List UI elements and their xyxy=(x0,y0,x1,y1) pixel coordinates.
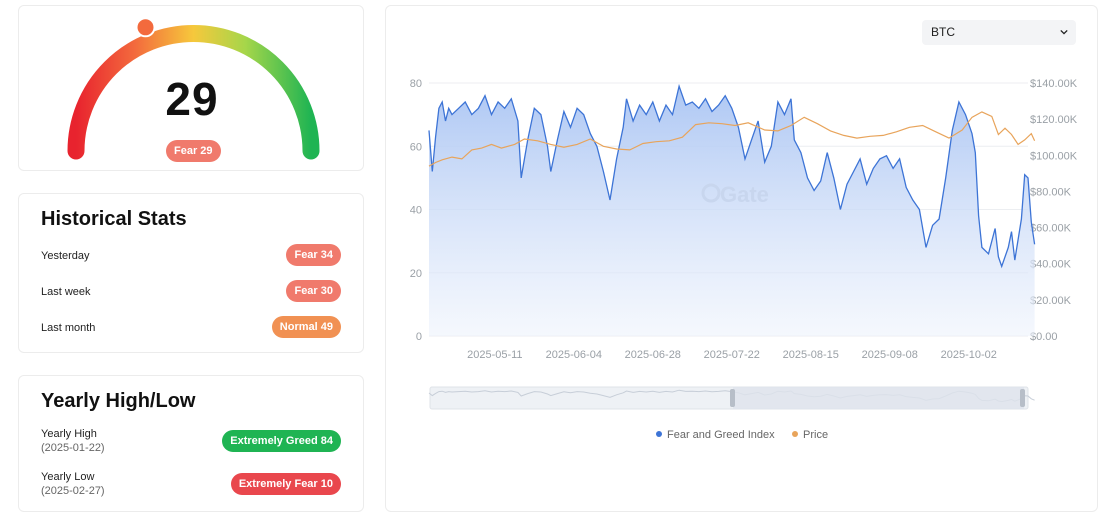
x-tick-label: 2025-10-02 xyxy=(941,349,997,361)
yearly-high-label: Yearly High xyxy=(41,428,97,440)
gauge-card: 29 Fear 29 xyxy=(18,5,364,171)
yearly-high-badge: Extremely Greed 84 xyxy=(222,430,341,452)
x-tick-label: 2025-06-04 xyxy=(546,349,602,361)
gauge-arc xyxy=(67,25,320,160)
slider-selected-range[interactable] xyxy=(733,387,1024,409)
stat-label-yesterday: Yesterday xyxy=(41,250,90,262)
gate-logo-icon xyxy=(701,183,721,203)
yearly-low-label: Yearly Low xyxy=(41,471,95,483)
chevron-down-icon xyxy=(1060,29,1068,35)
slider-handle-left[interactable] xyxy=(730,389,735,407)
stat-badge-last-month: Normal 49 xyxy=(271,316,341,338)
asset-select-value: BTC xyxy=(931,25,955,39)
asset-select[interactable]: BTC xyxy=(922,20,1076,45)
y-left-tick-label: 0 xyxy=(416,331,422,343)
yearly-high-low-card: Yearly High/Low Yearly High (2025-01-22)… xyxy=(18,375,364,512)
x-tick-label: 2025-05-11 xyxy=(467,349,522,361)
y-left-tick-label: 60 xyxy=(410,141,422,153)
stat-label-last-week: Last week xyxy=(41,286,91,298)
y-left-tick-label: 80 xyxy=(410,78,422,90)
x-tick-label: 2025-09-08 xyxy=(862,349,918,361)
legend-label-price: Price xyxy=(803,429,828,441)
chart-card: 0 20 40 60 80 $0.00 $20.00K $40.00K $60.00K $80.… xyxy=(385,5,1098,512)
slider-handle-right[interactable] xyxy=(1020,389,1025,407)
x-tick-label: 2025-06-28 xyxy=(625,349,681,361)
fear-greed-value: 29 xyxy=(165,73,219,125)
legend-item-fear-greed[interactable]: Fear and Greed Index xyxy=(656,429,775,441)
yearly-low-badge: Extremely Fear 10 xyxy=(230,473,341,495)
y-right-tick-label: $120.00K xyxy=(1030,114,1078,126)
sentiment-badge: Fear 29 xyxy=(166,140,221,162)
stat-label-last-month: Last month xyxy=(41,322,96,334)
range-slider[interactable] xyxy=(428,386,1035,410)
y-right-tick-label: $140.00K xyxy=(1030,78,1078,90)
y-left-tick-label: 40 xyxy=(410,205,422,217)
gate-watermark: Gate xyxy=(720,182,769,207)
historical-stats-title: Historical Stats xyxy=(41,208,187,230)
historical-stats-card: Historical Stats Yesterday Fear 34 Last … xyxy=(18,193,364,353)
y-right-tick-label: $20.00K xyxy=(1030,295,1072,307)
stat-badge-yesterday: Fear 34 xyxy=(286,244,341,266)
fear-greed-line xyxy=(428,83,1036,269)
price-line xyxy=(428,111,1036,167)
y-left-tick-label: 20 xyxy=(410,268,422,280)
fear-greed-gauge xyxy=(67,17,320,160)
y-right-tick-label: $40.00K xyxy=(1030,259,1072,271)
fear-greed-area xyxy=(429,86,1035,336)
y-right-tick-label: $0.00 xyxy=(1030,331,1058,343)
stat-badge-last-week: Fear 30 xyxy=(286,280,341,302)
x-tick-label: 2025-08-15 xyxy=(783,349,839,361)
fear-greed-chart: 0 20 40 60 80 $0.00 $20.00K $40.00K $60.00K $80.… xyxy=(410,78,1078,441)
chart-legend: Fear and Greed Index Price xyxy=(656,429,828,441)
yearly-low-date: (2025-02-27) xyxy=(41,485,105,497)
legend-item-price[interactable]: Price xyxy=(792,429,828,441)
x-tick-label: 2025-07-22 xyxy=(704,349,760,361)
yearly-title: Yearly High/Low xyxy=(41,390,196,412)
yearly-high-date: (2025-01-22) xyxy=(41,442,105,454)
legend-label-fear-greed: Fear and Greed Index xyxy=(667,429,775,441)
y-right-tick-label: $60.00K xyxy=(1030,223,1072,235)
y-right-tick-label: $100.00K xyxy=(1030,150,1078,162)
y-right-tick-label: $80.00K xyxy=(1030,186,1072,198)
gauge-indicator xyxy=(135,17,156,38)
